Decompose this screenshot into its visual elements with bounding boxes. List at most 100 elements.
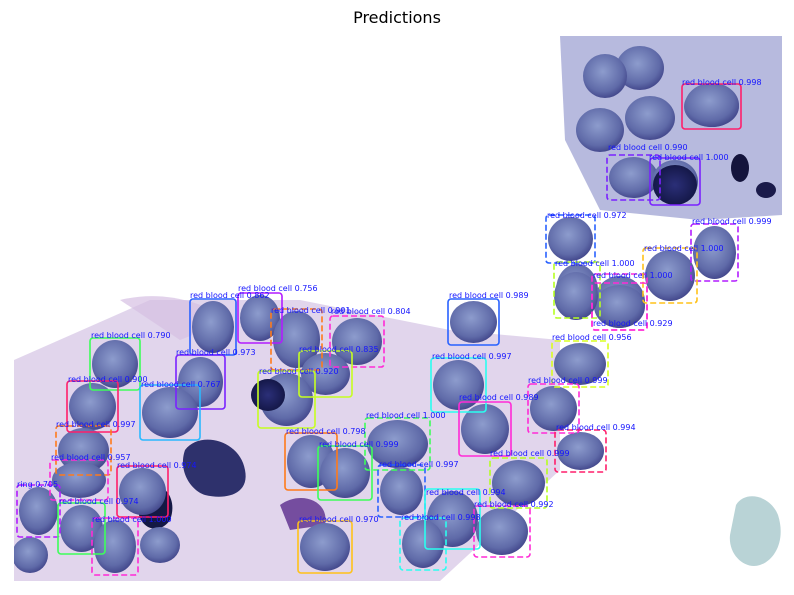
- detection-label: red blood cell 0.900: [68, 375, 148, 384]
- bounding-box: [554, 429, 607, 473]
- detection[interactable]: red blood cell 0.900: [66, 375, 148, 433]
- detection[interactable]: red blood cell 0.956: [551, 333, 632, 388]
- detection[interactable]: red blood cell 1.000: [553, 259, 635, 319]
- detection-label: red blood cell 0.767: [141, 380, 221, 389]
- detection-label: red blood cell 1.000: [366, 411, 446, 420]
- bounding-box: [681, 83, 742, 130]
- red-blood-cell: [653, 165, 697, 205]
- detection-label: red blood cell 0.999: [490, 449, 570, 458]
- bounding-box: [329, 315, 385, 368]
- red-blood-cell: [142, 387, 198, 438]
- red-blood-cell: [450, 301, 497, 343]
- dark-stain: [182, 439, 246, 497]
- red-blood-cell: [52, 462, 106, 498]
- detection[interactable]: red blood cell 0.994: [554, 423, 636, 473]
- detection[interactable]: red blood cell 0.972: [545, 211, 627, 264]
- detection-label: red blood cell 0.973: [176, 348, 256, 357]
- detection-label: red blood cell 0.901: [271, 306, 351, 315]
- red-blood-cell: [192, 301, 234, 353]
- detection[interactable]: red blood cell 0.998: [399, 513, 481, 571]
- bounding-box: [89, 337, 141, 391]
- red-blood-cell: [433, 360, 484, 410]
- detection[interactable]: red blood cell 1.000: [91, 515, 172, 576]
- detection-label: red blood cell 0.956: [552, 333, 632, 342]
- detection[interactable]: red blood cell 0.929: [591, 282, 673, 331]
- red-blood-cell: [58, 428, 109, 473]
- detection[interactable]: red blood cell 0.989: [447, 291, 529, 346]
- detection[interactable]: red blood cell 0.790: [89, 331, 171, 391]
- detection[interactable]: red blood cell 0.957: [49, 453, 131, 501]
- bounding-box: [424, 488, 481, 550]
- platelet: [729, 496, 781, 566]
- red-blood-cell: [492, 460, 545, 506]
- red-blood-cell: [461, 404, 509, 454]
- red-blood-cell: [94, 520, 136, 573]
- detection[interactable]: red blood cell 0.990: [606, 143, 688, 201]
- detection-label: red blood cell 1.000: [555, 259, 635, 268]
- detection[interactable]: red blood cell 0.999: [489, 449, 570, 509]
- detection-label: red blood cell 0.974: [117, 461, 197, 470]
- detection[interactable]: red blood cell 0.998: [681, 78, 762, 130]
- red-blood-cell: [616, 46, 664, 90]
- detection[interactable]: red blood cell 0.999: [690, 217, 772, 282]
- detection[interactable]: red blood cell 1.000: [649, 153, 729, 206]
- detection[interactable]: red blood cell 0.767: [139, 380, 221, 441]
- detection[interactable]: red blood cell 0.974: [116, 461, 197, 518]
- detection[interactable]: red blood cell 0.970: [297, 515, 379, 574]
- red-blood-cell: [645, 250, 695, 301]
- red-blood-cell: [548, 217, 593, 261]
- detection[interactable]: red blood cell 1.000: [642, 244, 724, 304]
- detection[interactable]: red blood cell 0.997: [55, 420, 136, 476]
- detection[interactable]: red blood cell 1.000: [591, 271, 673, 331]
- red-blood-cell: [14, 537, 48, 573]
- red-blood-cell: [685, 83, 739, 127]
- detection-label: red blood cell 0.835: [299, 345, 379, 354]
- bounding-box: [399, 517, 447, 571]
- detections-layer: red blood cell 0.998 red blood cell 0.990…: [16, 78, 772, 576]
- detection-label: red blood cell 0.989: [459, 393, 539, 402]
- bounding-box: [551, 340, 609, 388]
- detection[interactable]: red blood cell 0.974: [57, 497, 139, 555]
- bounding-box: [447, 298, 500, 346]
- detection[interactable]: red blood cell 0.804: [329, 307, 411, 368]
- detection-label: red blood cell 0.974: [59, 497, 139, 506]
- red-blood-cell: [273, 311, 320, 368]
- detection[interactable]: ring 0.705: [16, 480, 61, 538]
- bounding-box: [116, 465, 169, 518]
- detection[interactable]: red blood cell 0.901: [270, 306, 351, 371]
- detection-label: red blood cell 1.000: [649, 153, 729, 162]
- red-blood-cell: [119, 468, 166, 515]
- bounding-box: [317, 445, 373, 501]
- bounding-box: [139, 384, 201, 441]
- detection[interactable]: red blood cell 0.999: [317, 440, 399, 501]
- detection[interactable]: red blood cell 0.835: [298, 345, 379, 398]
- detection[interactable]: red blood cell 1.000: [364, 411, 446, 471]
- red-blood-cell: [320, 448, 370, 498]
- detection[interactable]: red blood cell 0.989: [458, 393, 539, 457]
- dark-stain: [731, 154, 749, 182]
- bounding-box: [527, 383, 580, 434]
- detection-label: red blood cell 0.970: [299, 515, 379, 524]
- detection[interactable]: red blood cell 0.994: [424, 488, 506, 550]
- detection-label: red blood cell 0.999: [319, 440, 399, 449]
- red-blood-cell: [476, 508, 528, 555]
- detection[interactable]: red blood cell 0.992: [473, 500, 554, 558]
- detection-label: ring 0.705: [17, 480, 58, 489]
- red-blood-cell: [594, 285, 645, 328]
- detection-label: red blood cell 0.997: [56, 420, 136, 429]
- bounding-box: [473, 505, 531, 558]
- red-blood-cell: [530, 386, 577, 431]
- detection[interactable]: red blood cell 0.798: [284, 427, 366, 491]
- red-blood-cell: [576, 108, 624, 152]
- detection-label: red blood cell 1.000: [644, 244, 724, 253]
- detection-label: red blood cell 0.957: [51, 453, 131, 462]
- detection-label: red blood cell 1.000: [593, 271, 673, 280]
- detection[interactable]: red blood cell 0.999: [527, 376, 608, 434]
- red-blood-cell: [402, 520, 444, 568]
- bounding-box: [16, 484, 61, 538]
- red-blood-cell: [240, 295, 280, 341]
- bounding-box: [57, 502, 106, 555]
- detection[interactable]: red blood cell 0.756: [237, 284, 318, 344]
- detection-label: red blood cell 0.994: [426, 488, 506, 497]
- detection[interactable]: red blood cell 0.920: [257, 367, 339, 429]
